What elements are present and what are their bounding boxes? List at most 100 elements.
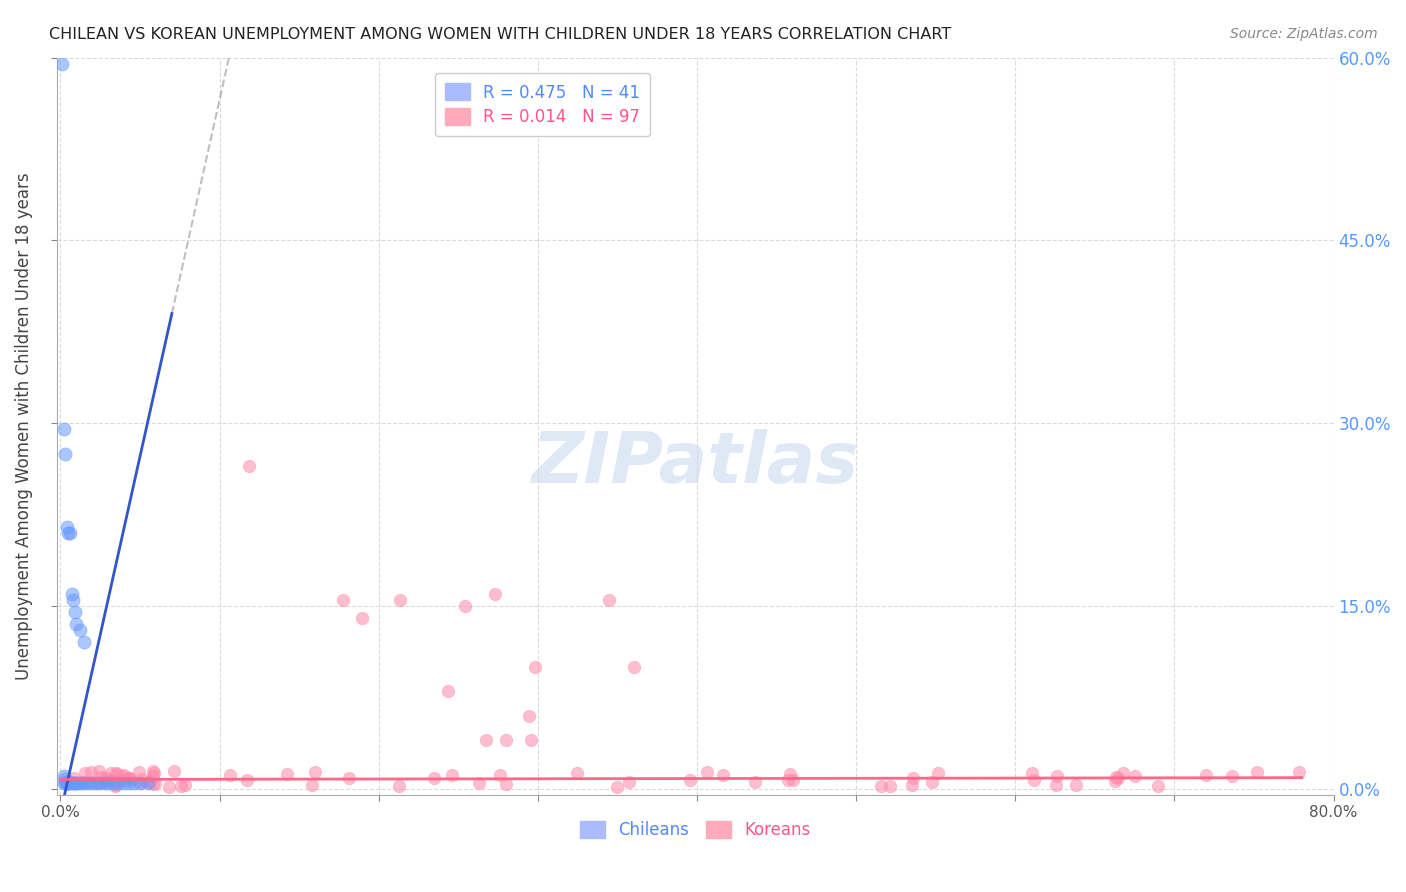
Point	[779, 767, 801, 781]
Point	[927, 765, 949, 780]
Point	[100, 766, 122, 780]
Point	[304, 764, 326, 779]
Point	[53, 447, 76, 461]
Point	[1222, 769, 1244, 783]
Point	[1045, 768, 1067, 782]
Point	[97, 772, 120, 786]
Point	[118, 771, 141, 785]
Point	[1195, 767, 1218, 781]
Point	[679, 772, 702, 787]
Point	[105, 773, 128, 788]
Point	[60, 587, 83, 601]
Point	[129, 775, 152, 789]
Point	[136, 775, 159, 789]
Point	[565, 766, 588, 780]
Point	[58, 775, 80, 789]
Point	[1066, 779, 1088, 793]
Point	[65, 617, 87, 632]
Point	[69, 624, 91, 638]
Point	[58, 775, 80, 789]
Point	[73, 635, 96, 649]
Point	[454, 599, 477, 613]
Point	[475, 732, 498, 747]
Point	[63, 605, 86, 619]
Point	[122, 775, 145, 789]
Point	[94, 775, 117, 789]
Point	[337, 771, 360, 785]
Point	[1107, 771, 1129, 785]
Point	[104, 779, 127, 793]
Point	[388, 779, 411, 793]
Point	[1104, 773, 1126, 788]
Point	[87, 764, 110, 778]
Point	[73, 775, 96, 789]
Point	[389, 592, 412, 607]
Point	[921, 774, 943, 789]
Point	[163, 764, 186, 778]
Point	[112, 768, 135, 782]
Point	[62, 775, 84, 789]
Point	[80, 764, 103, 779]
Point	[51, 56, 73, 70]
Point	[52, 422, 75, 436]
Point	[441, 767, 464, 781]
Point	[520, 732, 543, 747]
Point	[141, 769, 163, 783]
Point	[97, 775, 120, 789]
Point	[143, 777, 166, 791]
Point	[112, 775, 135, 789]
Point	[142, 764, 165, 778]
Point	[60, 775, 83, 789]
Point	[131, 776, 153, 790]
Point	[101, 774, 124, 789]
Point	[118, 771, 141, 785]
Point	[1045, 778, 1067, 792]
Point	[58, 775, 80, 789]
Point	[104, 778, 127, 792]
Point	[879, 779, 901, 793]
Point	[87, 776, 110, 790]
Point	[495, 777, 517, 791]
Point	[56, 519, 79, 533]
Point	[696, 765, 718, 780]
Point	[301, 778, 323, 792]
Point	[174, 778, 197, 792]
Point	[114, 773, 136, 788]
Point	[782, 772, 804, 787]
Point	[901, 778, 924, 792]
Point	[238, 458, 260, 473]
Point	[118, 775, 141, 789]
Point	[170, 779, 193, 793]
Point	[617, 775, 640, 789]
Point	[66, 775, 89, 789]
Point	[70, 775, 93, 789]
Point	[53, 775, 76, 789]
Point	[63, 775, 86, 789]
Point	[120, 772, 142, 786]
Point	[606, 780, 628, 794]
Point	[89, 775, 111, 789]
Point	[52, 769, 75, 783]
Point	[73, 774, 96, 789]
Point	[1123, 769, 1146, 783]
Point	[58, 525, 80, 540]
Point	[105, 766, 128, 780]
Point	[623, 660, 645, 674]
Text: Source: ZipAtlas.com: Source: ZipAtlas.com	[1230, 27, 1378, 41]
Point	[105, 773, 128, 788]
Point	[136, 775, 159, 789]
Text: CHILEAN VS KOREAN UNEMPLOYMENT AMONG WOMEN WITH CHILDREN UNDER 18 YEARS CORRELAT: CHILEAN VS KOREAN UNEMPLOYMENT AMONG WOM…	[49, 27, 952, 42]
Point	[79, 774, 101, 789]
Point	[104, 765, 127, 780]
Point	[107, 775, 129, 789]
Point	[91, 775, 114, 789]
Point	[517, 708, 540, 723]
Point	[84, 775, 107, 789]
Point	[1246, 764, 1268, 779]
Point	[1147, 779, 1170, 793]
Point	[489, 768, 512, 782]
Point	[138, 773, 160, 788]
Point	[598, 592, 620, 607]
Point	[778, 773, 800, 788]
Point	[523, 660, 546, 674]
